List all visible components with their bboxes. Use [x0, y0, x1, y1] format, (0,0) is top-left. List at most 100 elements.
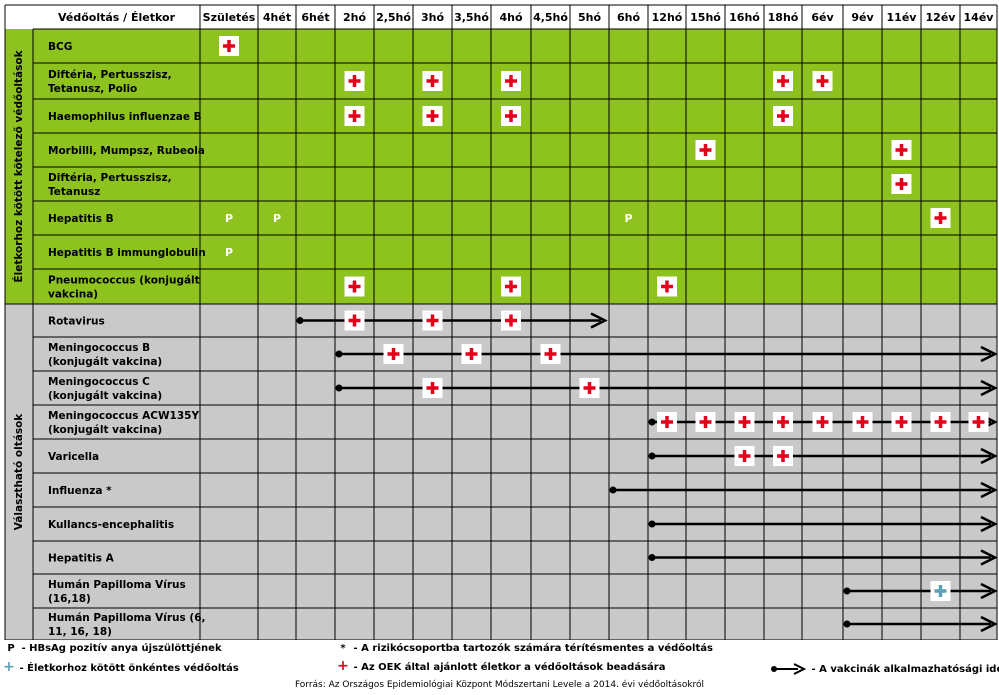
- red-plus-icon: [352, 110, 357, 122]
- header-age-17: 11év: [887, 11, 918, 24]
- group-label: Életkorhoz kötött kötelező védőoltások: [12, 49, 25, 282]
- red-plus-icon: [509, 110, 513, 122]
- arrow-head: [980, 379, 998, 397]
- header-age-15: 6év: [811, 11, 834, 24]
- red-plus-icon: [899, 144, 904, 156]
- row-name: Meningococcus C: [48, 376, 150, 388]
- group-label: Választható oltások: [13, 413, 25, 531]
- red-plus-icon: [665, 280, 669, 293]
- header-age-14: 18hó: [768, 11, 799, 24]
- red-plus-icon: [703, 144, 708, 156]
- red-plus-icon: [742, 416, 747, 428]
- red-plus-icon: [860, 416, 865, 428]
- row-name: Tetanusz: [48, 186, 100, 198]
- row-background: [5, 608, 997, 640]
- row-name: 11, 16, 18): [48, 626, 112, 638]
- header-age-3: 2hó: [343, 11, 366, 24]
- row-name: BCG: [48, 41, 72, 53]
- legend-star-text: - A rizikócsoportba tartozók számára tér…: [353, 643, 713, 654]
- arrow-head: [590, 312, 608, 329]
- header-age-4: 2,5hó: [376, 11, 411, 24]
- arrow-icon: [771, 663, 807, 675]
- red-plus-icon: [899, 178, 904, 190]
- row-background: [5, 167, 997, 201]
- red-plus-icon: [820, 416, 825, 428]
- red-plus-icon: [509, 75, 513, 87]
- header-age-10: 6hó: [617, 11, 640, 24]
- row-name: Haemophilus influenzae B: [48, 111, 202, 123]
- red-plus-icon: +: [337, 658, 349, 674]
- row-name: Diftéria, Pertusszisz,: [48, 172, 172, 184]
- red-plus-icon: [509, 314, 513, 327]
- arrow-head: [980, 515, 998, 533]
- legend-blue-text: - Életkorhoz kötött önkéntes védőoltás: [19, 663, 239, 674]
- header-age-11: 12hó: [652, 11, 683, 24]
- row-background: [5, 201, 997, 235]
- legend-red-text: - Az OEK által ajánlott életkor a védőol…: [353, 662, 666, 673]
- header-age-7: 4hó: [499, 11, 522, 24]
- row-name: Humán Papilloma Vírus (6,: [48, 612, 206, 624]
- row-name: Pneumococcus (konjugált: [48, 275, 200, 287]
- row-name: (konjugált vakcina): [48, 356, 162, 368]
- source-note: Forrás: Az Országos Epidemiológiai Közpo…: [294, 680, 705, 690]
- red-plus-icon: [587, 382, 592, 394]
- star-icon: *: [340, 643, 346, 654]
- red-plus-icon: [352, 75, 357, 87]
- blue-plus-icon: +: [3, 659, 15, 675]
- row-name: Tetanusz, Polio: [48, 83, 137, 95]
- arrow-head: [980, 549, 998, 566]
- red-plus-icon: [781, 110, 785, 122]
- hbsag-p-mark: P: [225, 212, 233, 225]
- red-plus-icon: [820, 75, 825, 87]
- red-plus-icon: [430, 314, 435, 327]
- header-age-5: 3hó: [421, 11, 444, 24]
- red-plus-icon: [509, 280, 513, 293]
- row-name: (16,18): [48, 593, 91, 605]
- red-plus-icon: [665, 416, 669, 428]
- header-first-col: Védőoltás / Életkor: [58, 11, 176, 24]
- row-name: Varicella: [48, 451, 99, 463]
- header-age-6: 3,5hó: [454, 11, 489, 24]
- header-age-13: 16hó: [729, 11, 760, 24]
- red-plus-icon: [781, 450, 785, 462]
- legend-arrow: - A vakcinák alkalmazhatósági ideje: [770, 663, 999, 675]
- header-age-0: Születés: [203, 11, 256, 24]
- red-plus-icon: [938, 212, 943, 224]
- header-age-2: 6hét: [301, 11, 329, 24]
- row-name: Humán Papilloma Vírus: [48, 579, 186, 591]
- header-age-9: 5hó: [578, 11, 601, 24]
- row-background: [5, 29, 997, 63]
- red-plus-icon: [703, 416, 708, 428]
- red-plus-icon: [352, 314, 357, 327]
- red-plus-icon: [781, 416, 785, 428]
- hbsag-p-mark: P: [225, 246, 233, 259]
- arrow-head: [980, 615, 998, 633]
- header-age-18: 12év: [926, 11, 957, 24]
- red-plus-icon: [430, 382, 435, 394]
- red-plus-icon: [781, 75, 785, 87]
- vaccination-schedule-table: Védőoltás / Életkor Születés 4hét 6hét 2hó 2,…: [4, 4, 998, 640]
- row-background: [5, 574, 997, 608]
- legend-red-plus: + - Az OEK által ajánlott életkor a védő…: [336, 658, 665, 674]
- header-age-16: 9év: [851, 11, 874, 24]
- legend-p-symbol: P: [7, 643, 15, 654]
- row-name: (konjugált vakcina): [48, 424, 162, 436]
- header-age-19: 14év: [964, 11, 995, 24]
- row-name: Meningococcus B: [48, 342, 150, 354]
- red-plus-icon: [742, 450, 747, 462]
- hbsag-p-mark: P: [273, 212, 281, 225]
- header-age-12: 15hó: [690, 11, 721, 24]
- row-name: vakcina): [48, 289, 98, 301]
- row-name: Hepatitis B immunglobulin: [48, 247, 206, 259]
- row-name: Kullancs-encephalitis: [48, 519, 174, 531]
- header-age-1: 4hét: [263, 11, 291, 24]
- arrow-head: [980, 447, 998, 465]
- row-background: [5, 133, 997, 167]
- row-name: Hepatitis A: [48, 553, 115, 565]
- row-name: Rotavirus: [48, 316, 105, 328]
- red-plus-icon: [391, 348, 396, 360]
- red-plus-icon: [430, 110, 435, 122]
- red-plus-icon: [938, 416, 943, 428]
- legend-star: * - A rizikócsoportba tartozók számára t…: [336, 643, 713, 654]
- red-plus-icon: [899, 416, 904, 428]
